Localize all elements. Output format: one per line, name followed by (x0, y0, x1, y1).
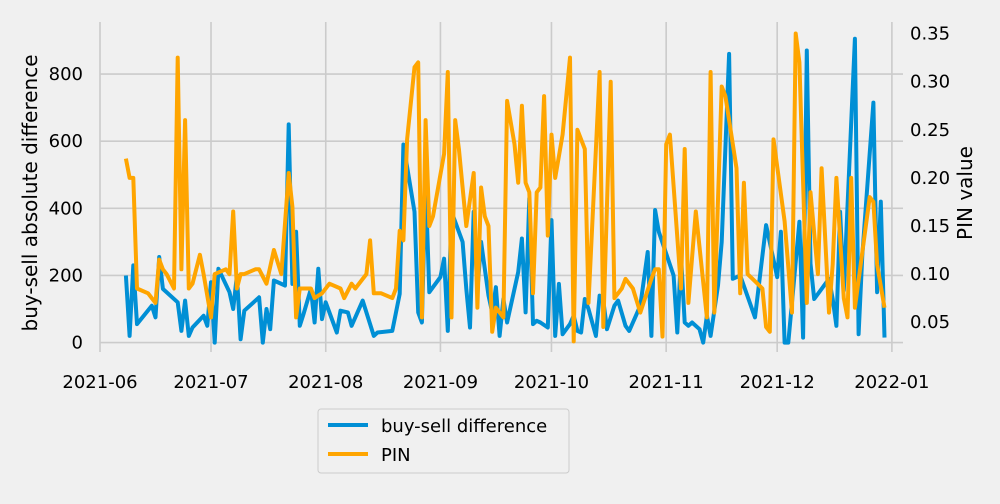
y-left-tick-label: 800 (49, 64, 83, 85)
legend-label-buy-sell-difference: buy-sell difference (381, 416, 547, 437)
x-tick-label: 2021-06 (62, 372, 137, 393)
x-tick-label: 2021-09 (403, 372, 478, 393)
y-right-tick-label: 0.05 (910, 312, 950, 333)
x-tick-label: 2021-08 (288, 372, 363, 393)
y-right-tick-label: 0.10 (910, 264, 950, 285)
y-right-tick-label: 0.25 (910, 120, 950, 141)
y-right-tick-label: 0.15 (910, 216, 950, 237)
x-tick-label: 2021-11 (629, 372, 704, 393)
y-left-axis-label: buy-sell absolute difference (18, 54, 42, 331)
y-right-tick-label: 0.35 (910, 24, 950, 45)
y-left-tick-label: 0 (72, 333, 83, 354)
legend-label-pin: PIN (381, 445, 411, 466)
series-lines (123, 31, 887, 345)
x-tick-label: 2021-10 (514, 372, 589, 393)
x-tick-label: 2022-01 (854, 372, 929, 393)
tick-labels: 2021-06 2021-07 2021-08 2021-09 2021-10 2021-… (49, 24, 950, 393)
legend-box (317, 408, 570, 474)
y-left-tick-label: 600 (49, 131, 83, 152)
y-right-axis-label: PIN value (953, 146, 977, 240)
x-tick-label: 2021-07 (173, 372, 248, 393)
legend: buy-sell difference PIN (317, 408, 570, 474)
y-left-tick-label: 400 (49, 198, 83, 219)
x-tick-label: 2021-12 (740, 372, 815, 393)
series-line-pin (123, 31, 887, 344)
y-right-tick-label: 0.30 (910, 72, 950, 93)
y-right-tick-label: 0.20 (910, 168, 950, 189)
y-left-tick-label: 200 (49, 265, 83, 286)
